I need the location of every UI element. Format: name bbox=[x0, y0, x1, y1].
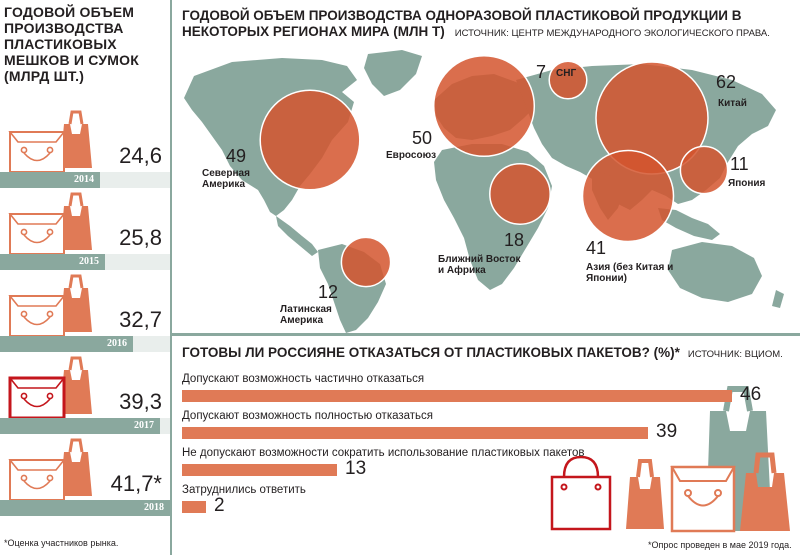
answer-label-4: Затруднились ответить bbox=[182, 484, 306, 496]
answer-value-1: 46 bbox=[740, 384, 762, 405]
outline-bag-icon bbox=[550, 455, 612, 531]
bags-chart-note: *Оценка участников рынка. bbox=[4, 538, 119, 548]
answer-label-2: Допускают возможность полностью отказать… bbox=[182, 410, 434, 422]
year-panel-2014: 24,6 2014 bbox=[0, 108, 170, 188]
region-name-china: Китай bbox=[718, 98, 747, 109]
year-panel-2016: 32,7 2016 bbox=[0, 272, 170, 352]
year-label-2018: 2018 bbox=[144, 502, 164, 513]
year-bar-2015: 2015 bbox=[0, 254, 105, 270]
production-bubbles bbox=[259, 54, 729, 288]
year-label-2017: 2017 bbox=[134, 420, 154, 431]
year-label-2015: 2015 bbox=[79, 256, 99, 267]
region-name-cis: СНГ bbox=[556, 68, 577, 79]
column-divider bbox=[170, 0, 172, 555]
survey-note: *Опрос проведен в мае 2019 года. bbox=[648, 540, 792, 550]
answer-bar-4 bbox=[182, 501, 206, 513]
bags-chart-title: ГОДОВОЙ ОБЪЕМ ПРОИЗВОДСТВА ПЛАСТИКОВЫХ М… bbox=[4, 4, 139, 84]
year-label-2016: 2016 bbox=[107, 338, 127, 349]
continent-greenland bbox=[364, 50, 422, 96]
plastic-bags-illustration bbox=[550, 386, 790, 533]
shopping-bag-icon bbox=[8, 356, 92, 420]
year-bar-2017: 2017 bbox=[0, 418, 160, 434]
region-value-japan: 11 bbox=[730, 154, 749, 174]
map-source: ИСТОЧНИК: ЦЕНТР МЕЖДУНАРОДНОГО ЭКОЛОГИЧЕ… bbox=[454, 28, 770, 39]
shopping-bag-icon bbox=[8, 274, 92, 337]
region-value-latin-america: 12 bbox=[318, 282, 339, 302]
survey-source: ИСТОЧНИК: ВЦИОМ. bbox=[687, 349, 783, 360]
bubble-middle-east-africa bbox=[489, 163, 551, 225]
shopping-bag-icon bbox=[8, 438, 92, 501]
year-value-2017: 39,3 bbox=[119, 389, 162, 414]
year-bar-2016: 2016 bbox=[0, 336, 133, 352]
bubble-latin-america bbox=[340, 236, 392, 288]
answer-bar-2 bbox=[182, 427, 648, 439]
answer-value-2: 39 bbox=[656, 421, 678, 442]
year-panel-2018: 41,7* 2018 bbox=[0, 436, 170, 516]
bubble-cis bbox=[548, 60, 588, 100]
shopping-bag-icon bbox=[8, 110, 92, 173]
answer-value-3: 13 bbox=[345, 458, 367, 479]
survey-panel: ГОТОВЫ ЛИ РОССИЯНЕ ОТКАЗАТЬСЯ ОТ ПЛАСТИК… bbox=[172, 336, 800, 555]
year-panel-2017: 39,3 2017 bbox=[0, 354, 170, 434]
region-value-eu: 50 bbox=[412, 128, 433, 148]
answer-bar-3 bbox=[182, 464, 337, 476]
year-value-2018: 41,7* bbox=[110, 471, 162, 496]
region-value-middle-east-africa: 18 bbox=[504, 230, 525, 250]
answer-label-3: Не допускают возможности сократить испол… bbox=[182, 447, 585, 459]
year-value-2015: 25,8 bbox=[119, 225, 162, 250]
region-value-china: 62 bbox=[716, 72, 737, 92]
continent-central-america bbox=[276, 216, 318, 256]
year-bar-2018: 2018 bbox=[0, 500, 170, 516]
section-divider bbox=[172, 333, 800, 336]
region-value-asia: 41 bbox=[586, 238, 607, 258]
survey-title-text: ГОТОВЫ ЛИ РОССИЯНЕ ОТКАЗАТЬСЯ ОТ ПЛАСТИК… bbox=[182, 345, 680, 360]
world-map bbox=[184, 50, 784, 333]
region-name-middle-east-africa: Ближний Восток и Африка bbox=[438, 254, 521, 276]
map-title: ГОДОВОЙ ОБЪЕМ ПРОИЗВОДСТВА ОДНОРАЗОВОЙ П… bbox=[182, 8, 792, 42]
shopping-bag-icon bbox=[8, 192, 92, 255]
region-name-eu: Евросоюз bbox=[386, 150, 437, 161]
region-value-north-america: 49 bbox=[226, 146, 247, 166]
answer-value-4: 2 bbox=[214, 495, 225, 516]
bubble-north-america bbox=[259, 89, 361, 191]
orange-bag-icon bbox=[626, 459, 664, 529]
region-name-latin-america: Латинская Америка bbox=[280, 304, 332, 326]
gift-bag-icon bbox=[670, 465, 736, 533]
bubble-asia bbox=[581, 149, 675, 243]
survey-title: ГОТОВЫ ЛИ РОССИЯНЕ ОТКАЗАТЬСЯ ОТ ПЛАСТИК… bbox=[182, 345, 783, 360]
orange-bag-right-icon bbox=[740, 452, 790, 531]
bubble-eu bbox=[432, 54, 536, 158]
continent-australia bbox=[668, 242, 762, 302]
region-name-japan: Япония bbox=[728, 178, 766, 189]
year-value-2016: 32,7 bbox=[119, 307, 162, 332]
year-label-2014: 2014 bbox=[74, 174, 94, 185]
continent-se-asia bbox=[658, 208, 720, 240]
answer-label-1: Допускают возможность частично отказатьс… bbox=[182, 373, 425, 385]
region-name-north-america: Северная Америка bbox=[202, 168, 250, 190]
world-production-map: ГОДОВОЙ ОБЪЕМ ПРОИЗВОДСТВА ОДНОРАЗОВОЙ П… bbox=[172, 0, 800, 333]
continent-new-zealand bbox=[772, 290, 784, 308]
region-name-asia: Азия (без Китая и Японии) bbox=[586, 262, 674, 284]
year-value-2014: 24,6 bbox=[119, 143, 162, 168]
year-panel-2015: 25,8 2015 bbox=[0, 190, 170, 270]
year-bar-2014: 2014 bbox=[0, 172, 100, 188]
answer-bar-1 bbox=[182, 390, 732, 402]
bubble-japan bbox=[679, 145, 729, 195]
bags-production-panel: ГОДОВОЙ ОБЪЕМ ПРОИЗВОДСТВА ПЛАСТИКОВЫХ М… bbox=[0, 0, 170, 555]
region-value-cis: 7 bbox=[536, 62, 547, 82]
map-title-text: ГОДОВОЙ ОБЪЕМ ПРОИЗВОДСТВА ОДНОРАЗОВОЙ П… bbox=[182, 8, 742, 39]
